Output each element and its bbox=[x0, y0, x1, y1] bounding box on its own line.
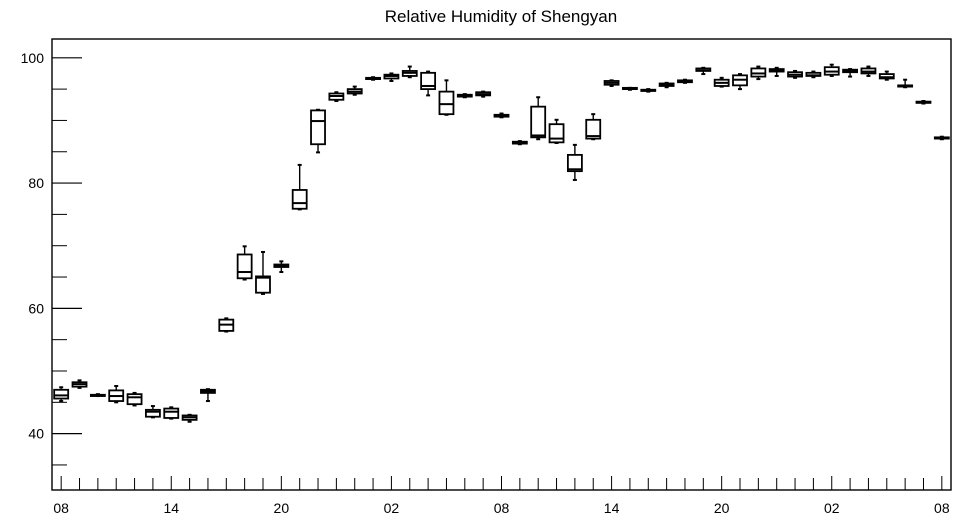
box-hour-29 bbox=[585, 113, 602, 141]
box-hour-45 bbox=[878, 70, 895, 81]
box-hour-44 bbox=[860, 65, 877, 77]
box-hour-23 bbox=[475, 90, 492, 98]
box-hour-25 bbox=[511, 140, 528, 146]
box-hour-16 bbox=[346, 85, 363, 96]
box-hour-5 bbox=[145, 405, 161, 419]
box-hour-30 bbox=[603, 79, 620, 87]
box-hour-27 bbox=[548, 118, 565, 144]
box-hour-7 bbox=[181, 413, 198, 423]
box-hour-41 bbox=[805, 70, 822, 79]
box-hour-11 bbox=[255, 250, 271, 295]
box-hour-18 bbox=[383, 72, 400, 82]
box-hour-42 bbox=[823, 63, 840, 77]
box-body bbox=[438, 90, 455, 116]
box-hour-26 bbox=[530, 96, 547, 141]
box-hour-38 bbox=[750, 65, 767, 81]
box-hour-19 bbox=[401, 65, 418, 79]
box-hour-20 bbox=[420, 70, 437, 97]
x-tick-label: 02 bbox=[384, 500, 400, 516]
box-hour-6 bbox=[163, 406, 180, 420]
box-hour-4 bbox=[126, 391, 143, 407]
x-tick-label: 08 bbox=[494, 500, 510, 516]
box-hour-33 bbox=[658, 81, 675, 89]
box-hour-1 bbox=[71, 379, 88, 389]
box-hour-34 bbox=[677, 78, 693, 84]
box-body bbox=[530, 105, 547, 139]
box-hour-36 bbox=[713, 76, 730, 88]
x-tick-label: 14 bbox=[604, 500, 620, 516]
box-body bbox=[255, 275, 271, 294]
box-hour-9 bbox=[218, 317, 235, 333]
x-tick-label: 08 bbox=[934, 500, 950, 516]
box-hour-10 bbox=[236, 245, 253, 281]
plot-frame bbox=[51, 38, 952, 491]
x-tick-label: 08 bbox=[53, 500, 69, 516]
box-body bbox=[566, 153, 583, 173]
box-hour-28 bbox=[566, 143, 583, 181]
box-hour-21 bbox=[438, 79, 455, 116]
box-body bbox=[585, 118, 602, 140]
box-hour-24 bbox=[493, 112, 510, 119]
y-tick-label: 80 bbox=[28, 175, 44, 191]
box-hour-8 bbox=[200, 388, 216, 403]
box-hour-32 bbox=[640, 88, 657, 93]
box-hour-46 bbox=[897, 78, 914, 89]
box-hour-48 bbox=[933, 135, 950, 141]
box-hour-39 bbox=[768, 66, 785, 77]
box-hour-15 bbox=[328, 91, 345, 103]
box-body bbox=[548, 123, 565, 144]
box-body bbox=[310, 109, 326, 146]
box-body bbox=[145, 408, 161, 418]
x-tick-label: 20 bbox=[274, 500, 290, 516]
y-axis: 40 60 80 100 bbox=[21, 50, 82, 466]
y-tick-label: 100 bbox=[21, 50, 45, 66]
x-tick-label: 20 bbox=[714, 500, 730, 516]
box-body bbox=[163, 407, 180, 419]
y-tick-label: 40 bbox=[28, 426, 44, 442]
box-body bbox=[126, 393, 143, 406]
chart-title: Relative Humidity of Shengyan bbox=[385, 7, 617, 26]
box-hour-2 bbox=[89, 393, 106, 398]
box-hour-22 bbox=[456, 93, 473, 99]
box-hour-47 bbox=[915, 100, 932, 105]
box-hour-12 bbox=[273, 260, 290, 274]
box-hour-0 bbox=[53, 386, 70, 403]
box-hour-31 bbox=[622, 86, 638, 91]
box-hour-35 bbox=[695, 66, 712, 76]
box-hour-3 bbox=[108, 385, 125, 404]
box-hour-17 bbox=[365, 76, 381, 81]
x-axis: 08 14 20 02 08 14 20 02 08 bbox=[53, 476, 950, 516]
box-body bbox=[53, 388, 70, 400]
box-body bbox=[236, 253, 253, 280]
box-plot-series bbox=[53, 63, 950, 423]
box-hour-37 bbox=[732, 73, 748, 91]
box-body bbox=[291, 189, 308, 210]
y-tick-label: 60 bbox=[28, 300, 44, 316]
x-tick-label: 14 bbox=[163, 500, 179, 516]
box-hour-14 bbox=[310, 108, 326, 154]
x-tick-label: 02 bbox=[824, 500, 840, 516]
box-hour-43 bbox=[842, 68, 858, 78]
box-hour-13 bbox=[291, 163, 308, 211]
box-hour-40 bbox=[787, 69, 803, 79]
